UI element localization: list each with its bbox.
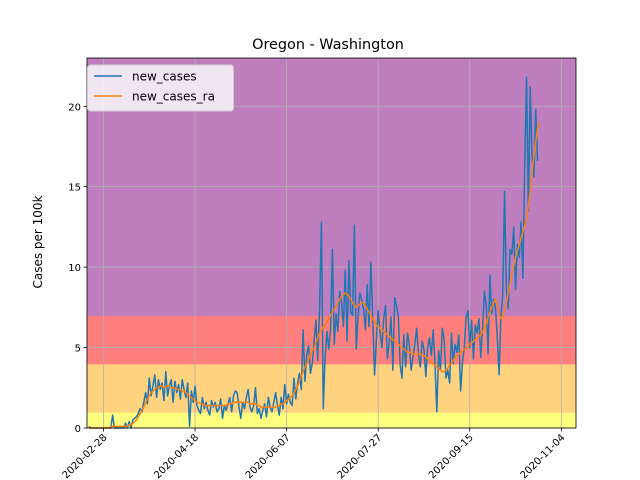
series-line-new_cases_ra <box>88 122 541 429</box>
legend-label-new_cases: new_cases <box>132 70 197 84</box>
chart-title: Oregon - Washington <box>252 37 404 53</box>
series-line-new_cases <box>88 76 539 429</box>
risk-band-1 <box>87 411 576 428</box>
y-tick-label: 20 <box>68 102 81 113</box>
y-tick-label: 5 <box>75 344 81 355</box>
legend: new_cases new_cases_ra <box>87 64 234 112</box>
y-tick-label: 0 <box>75 424 81 435</box>
risk-band-3 <box>87 315 576 364</box>
legend-box <box>87 64 234 112</box>
y-axis-label: Cases per 100k <box>31 195 45 288</box>
legend-label-new_cases_ra: new_cases_ra <box>132 90 215 104</box>
plot-frame <box>86 57 577 429</box>
y-tick-label: 10 <box>68 263 81 274</box>
y-tick-label: 15 <box>68 183 81 194</box>
